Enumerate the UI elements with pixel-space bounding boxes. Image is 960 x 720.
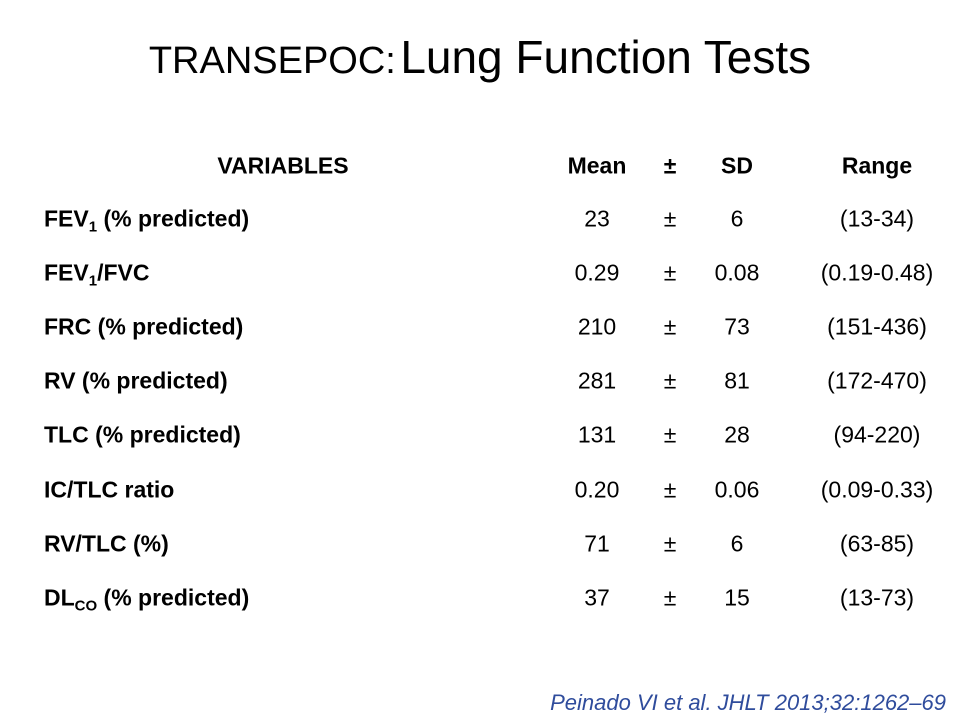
variable: RV/TLC (%): [44, 530, 169, 557]
cell-range: (13-73): [839, 584, 915, 611]
cell-sd: 28: [724, 421, 750, 448]
variable-label: FEV: [44, 205, 89, 232]
cell-mean: 23: [584, 205, 610, 232]
cell-pm: ±: [663, 259, 677, 286]
cell-range: (0.09-0.33): [820, 476, 934, 502]
cell-sd: 0.06: [714, 476, 760, 502]
cell-mean: 71: [584, 530, 610, 557]
cell-pm: ±: [663, 205, 677, 232]
variable: DLCO (% predicted): [44, 584, 250, 615]
variable: FEV1 (% predicted): [44, 205, 250, 236]
cell-range: (13-34): [839, 205, 915, 232]
column-header: Mean: [567, 152, 627, 179]
variable: IC/TLC ratio: [44, 476, 174, 503]
variable-suffix: /FVC: [97, 259, 150, 286]
cell-range: (63-85): [839, 530, 915, 557]
cell-pm: ±: [663, 367, 677, 394]
variable-label: FEV: [44, 259, 89, 286]
cell-mean: 0.20: [574, 476, 620, 502]
cell-sd: 81: [724, 367, 750, 394]
cell-sd: 6: [730, 530, 744, 557]
variable-label: RV/TLC (%): [44, 530, 169, 557]
variable-suffix: (% predicted): [97, 205, 250, 232]
variable: FRC (% predicted): [44, 314, 243, 341]
variable: TLC (% predicted): [44, 422, 241, 449]
column-header: Range: [841, 152, 913, 179]
cell-range: (0.19-0.48): [820, 259, 934, 286]
cell-sd: 6: [730, 205, 744, 232]
column-header: VARIABLES: [217, 152, 349, 179]
variable-label: RV (% predicted): [44, 367, 228, 394]
title-prefix: TRANSEPOC:: [148, 40, 396, 82]
cell-pm: ±: [663, 313, 677, 340]
cell-pm: ±: [663, 421, 677, 448]
cell-pm: ±: [663, 530, 677, 557]
variable-label: DL: [44, 584, 75, 611]
variable-label: TLC (% predicted): [44, 421, 241, 448]
variable-subscript: CO: [74, 597, 98, 615]
cell-mean: 37: [584, 584, 610, 611]
cell-range: (151-436): [827, 313, 927, 340]
variable-subscript: 1: [88, 218, 98, 236]
title: TRANSEPOC: Lung Function Tests: [0, 30, 960, 84]
variable-label: FRC (% predicted): [44, 313, 244, 340]
column-header: ±: [663, 152, 677, 179]
cell-mean: 0.29: [574, 259, 620, 286]
cell-pm: ±: [663, 584, 677, 611]
cell-sd: 15: [724, 584, 750, 611]
variable-suffix: (% predicted): [97, 584, 250, 611]
variable: FEV1/FVC: [44, 259, 150, 290]
cell-sd: 0.08: [714, 259, 760, 286]
variable-label: IC/TLC ratio: [44, 476, 175, 502]
cell-range: (172-470): [827, 367, 927, 394]
cell-range: (94-220): [833, 421, 921, 448]
title-main: Lung Function Tests: [400, 31, 812, 83]
cell-pm: ±: [663, 476, 677, 502]
cell-mean: 131: [577, 421, 617, 448]
cell-sd: 73: [724, 313, 750, 340]
cell-mean: 210: [577, 313, 617, 340]
citation: Peinado VI et al. JHLT 2013;32:1262–69: [550, 690, 946, 715]
column-header: SD: [721, 152, 753, 179]
variable-subscript: 1: [88, 272, 98, 290]
cell-mean: 281: [577, 367, 617, 394]
variable: RV (% predicted): [44, 368, 228, 395]
